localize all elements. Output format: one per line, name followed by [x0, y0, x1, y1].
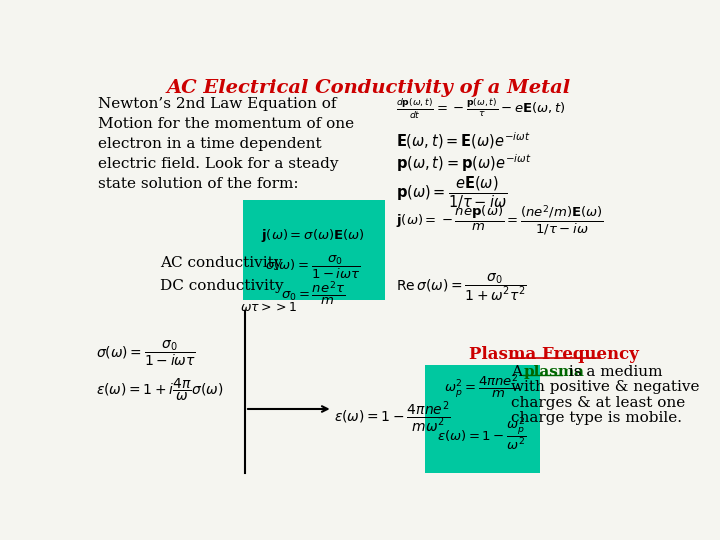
Text: $\sigma_0 = \dfrac{ne^2\tau}{m}$: $\sigma_0 = \dfrac{ne^2\tau}{m}$	[281, 279, 346, 307]
Text: $\sigma(\omega) = \dfrac{\sigma_0}{1 - i\omega\tau}$: $\sigma(\omega) = \dfrac{\sigma_0}{1 - i…	[266, 253, 361, 281]
Text: $\mathbf{p}(\omega,t) = \mathbf{p}(\omega)e^{-i\omega t}$: $\mathbf{p}(\omega,t) = \mathbf{p}(\omeg…	[396, 152, 531, 173]
Text: electron in a time dependent: electron in a time dependent	[98, 137, 321, 151]
Text: DC conductivity: DC conductivity	[160, 279, 284, 293]
Text: A: A	[510, 365, 527, 379]
Text: electric field. Look for a steady: electric field. Look for a steady	[98, 157, 338, 171]
Text: $\mathbf{j}(\omega) = -\dfrac{ne\mathbf{p}(\omega)}{m} = \dfrac{(ne^2/m)\mathbf{: $\mathbf{j}(\omega) = -\dfrac{ne\mathbf{…	[396, 204, 604, 237]
Text: is a medium: is a medium	[564, 365, 662, 379]
Text: $\frac{d\mathbf{p}(\omega,t)}{dt} = -\frac{\mathbf{p}(\omega,t)}{\tau} - e\mathb: $\frac{d\mathbf{p}(\omega,t)}{dt} = -\fr…	[396, 97, 566, 122]
Text: $\mathrm{Re}\,\sigma(\omega) = \dfrac{\sigma_0}{1 + \omega^2\tau^2}$: $\mathrm{Re}\,\sigma(\omega) = \dfrac{\s…	[396, 271, 527, 302]
Text: $\mathbf{E}(\omega,t) = \mathbf{E}(\omega)e^{-i\omega t}$: $\mathbf{E}(\omega,t) = \mathbf{E}(\omeg…	[396, 130, 531, 151]
Text: charge type is mobile.: charge type is mobile.	[510, 411, 682, 426]
Text: Plasma Frequency: Plasma Frequency	[469, 346, 639, 363]
Text: state solution of the form:: state solution of the form:	[98, 177, 298, 191]
FancyBboxPatch shape	[243, 200, 384, 300]
Text: charges & at least one: charges & at least one	[510, 396, 685, 410]
Text: AC conductivity: AC conductivity	[160, 256, 282, 270]
FancyBboxPatch shape	[425, 365, 539, 473]
Text: AC Electrical Conductivity of a Metal: AC Electrical Conductivity of a Metal	[167, 79, 571, 97]
Text: $\mathbf{p}(\omega) = \dfrac{e\mathbf{E}(\omega)}{1/\tau - i\omega}$: $\mathbf{p}(\omega) = \dfrac{e\mathbf{E}…	[396, 175, 508, 212]
Text: $\varepsilon(\omega) = 1 - \dfrac{\omega_p^2}{\omega^2}$: $\varepsilon(\omega) = 1 - \dfrac{\omega…	[438, 415, 527, 453]
Text: Newton’s 2nd Law Equation of: Newton’s 2nd Law Equation of	[98, 97, 336, 111]
Text: $\varepsilon(\omega) = 1 - \dfrac{4\pi ne^2}{m\omega^2}$: $\varepsilon(\omega) = 1 - \dfrac{4\pi n…	[334, 400, 451, 435]
Text: $\sigma(\omega) = \dfrac{\sigma_0}{1 - i\omega\tau}$: $\sigma(\omega) = \dfrac{\sigma_0}{1 - i…	[96, 338, 197, 368]
Text: Motion for the momentum of one: Motion for the momentum of one	[98, 117, 354, 131]
Text: plasma: plasma	[523, 365, 584, 379]
Text: $\omega_p^2 = \dfrac{4\pi ne^2}{m}$: $\omega_p^2 = \dfrac{4\pi ne^2}{m}$	[444, 373, 520, 401]
Text: $\varepsilon(\omega) = 1 + i\dfrac{4\pi}{\omega}\sigma(\omega)$: $\varepsilon(\omega) = 1 + i\dfrac{4\pi}…	[96, 377, 224, 403]
Text: $\mathbf{j}(\omega) = \sigma(\omega)\mathbf{E}(\omega)$: $\mathbf{j}(\omega) = \sigma(\omega)\mat…	[261, 226, 365, 244]
Text: $\omega\tau >> 1$: $\omega\tau >> 1$	[240, 301, 297, 314]
Text: with positive & negative: with positive & negative	[510, 381, 699, 395]
